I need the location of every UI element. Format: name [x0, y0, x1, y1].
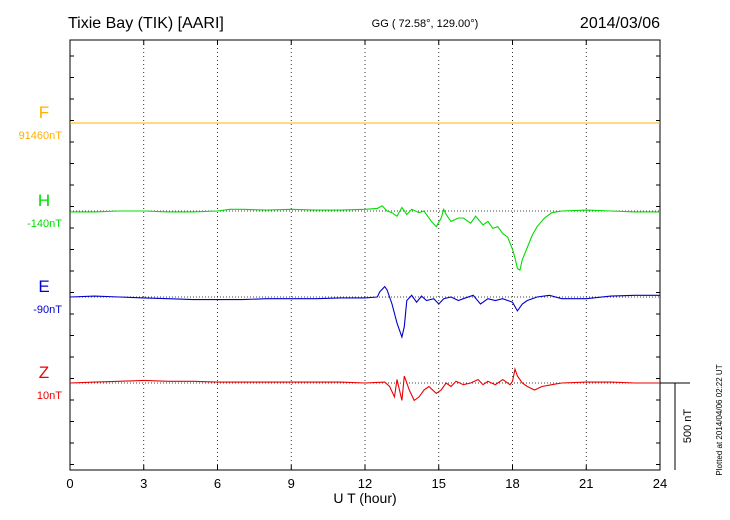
x-axis-ticks [69, 40, 661, 470]
x-tick-label-6: 6 [214, 476, 221, 491]
trace-e [69, 285, 660, 339]
plot-date: 2014/03/06 [580, 15, 660, 32]
channel-name-h: H [38, 191, 50, 210]
scale-bar-label: 500 nT [682, 409, 694, 444]
plot-timestamp: Plotted at 2014/04/06 02:22 UT [715, 364, 724, 475]
x-tick-label-3: 3 [140, 476, 147, 491]
geo-coordinates: GG ( 72.58°, 129.00°) [372, 18, 479, 30]
x-tick-label-18: 18 [505, 476, 519, 491]
component-traces [69, 122, 660, 402]
x-tick-label-12: 12 [358, 476, 372, 491]
channel-name-e: E [38, 277, 49, 296]
channel-baseline-h: -140nT [27, 218, 62, 230]
x-tick-label-9: 9 [288, 476, 295, 491]
station-title: Tixie Bay (TIK) [AARI] [68, 15, 224, 32]
x-tick-label-21: 21 [579, 476, 593, 491]
time-grid [143, 40, 587, 470]
x-tick-label-24: 24 [653, 476, 667, 491]
x-axis-label: U T (hour) [333, 490, 396, 506]
channel-name-f: F [39, 103, 49, 122]
channel-baseline-e: -90nT [33, 304, 62, 316]
trace-z [69, 367, 660, 402]
channel-name-z: Z [39, 363, 49, 382]
channel-baseline-f: 91460nT [19, 130, 63, 142]
x-tick-label-15: 15 [432, 476, 446, 491]
channel-baseline-z: 10nT [37, 390, 62, 402]
component-labels: F 91460nT H -140nT E -90nT Z 10nT [19, 103, 63, 402]
x-axis-tick-labels: 0 3 6 9 12 15 18 21 24 [66, 476, 667, 491]
x-tick-label-0: 0 [66, 476, 73, 491]
trace-h [70, 205, 660, 272]
